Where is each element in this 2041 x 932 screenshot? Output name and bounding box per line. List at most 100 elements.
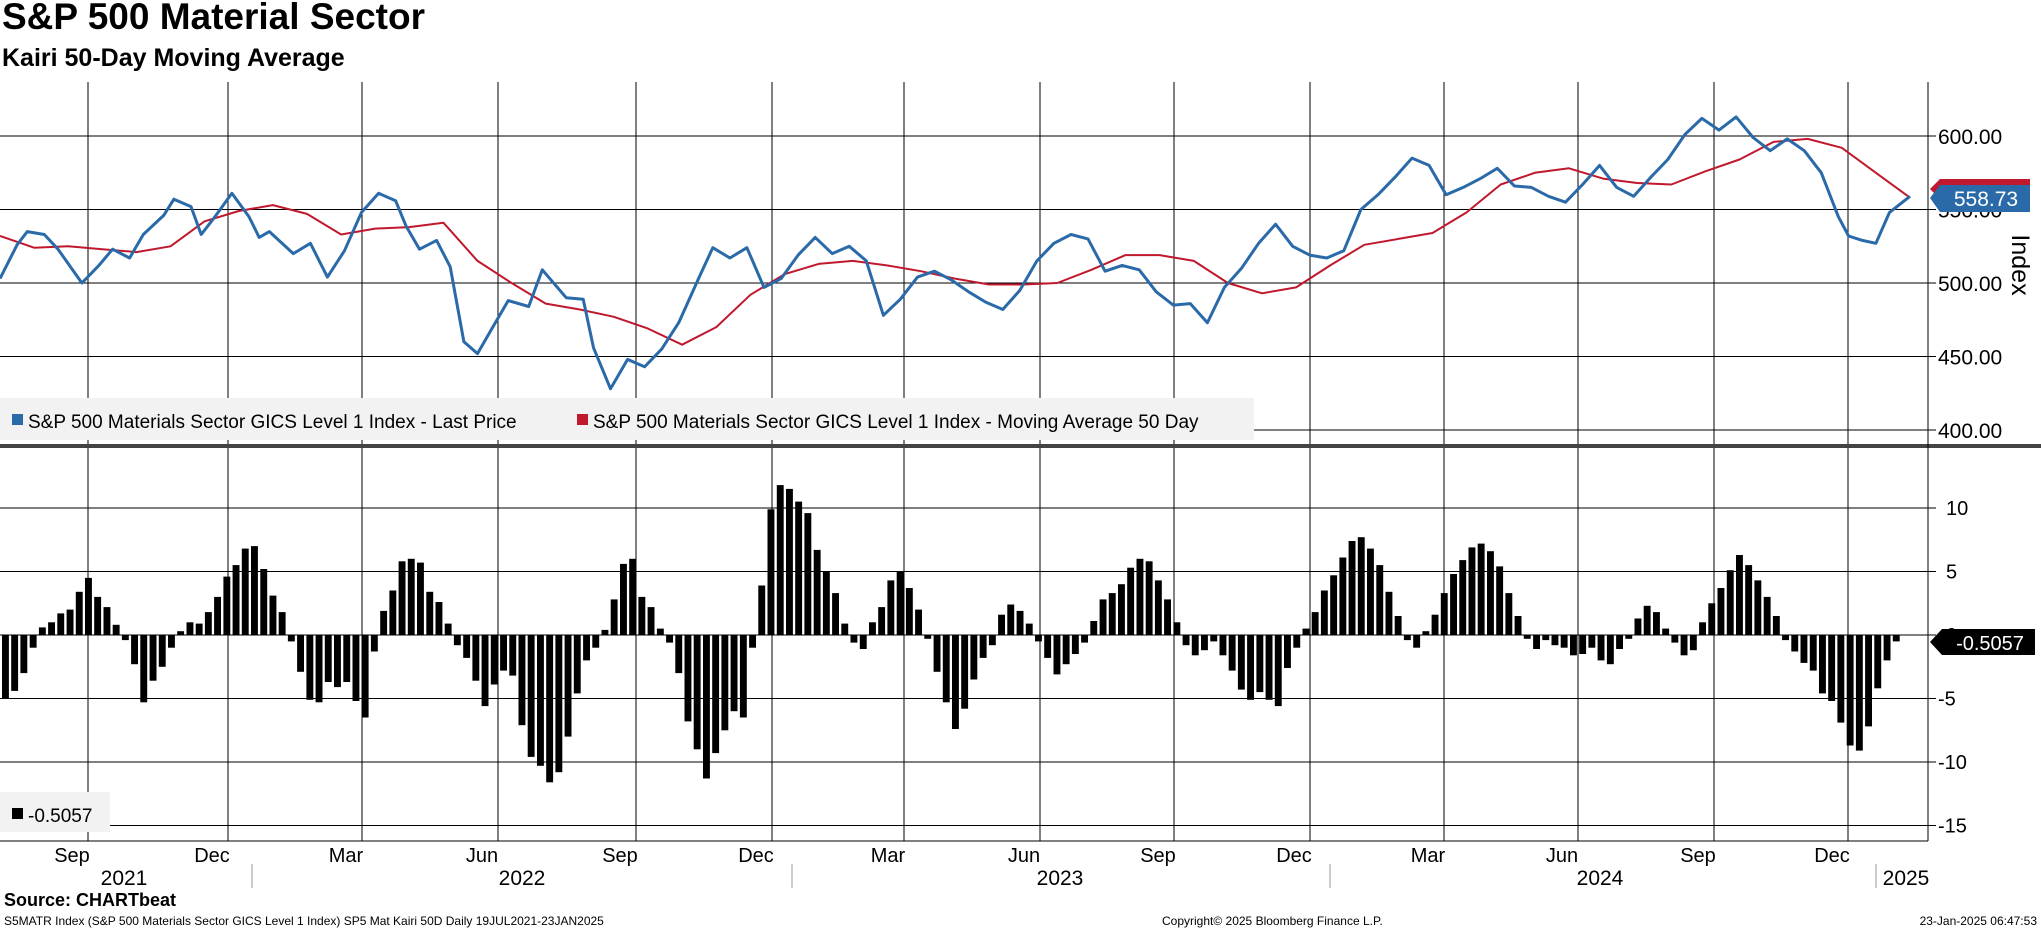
- kairi-bar: [952, 635, 959, 729]
- kairi-bar: [546, 635, 554, 783]
- kairi-bar: [1699, 622, 1706, 635]
- kairi-axis-labels: -15-10-50510: [1938, 498, 1968, 838]
- kairi-bar: [1182, 635, 1190, 646]
- kairi-bar: [961, 635, 969, 709]
- kairi-bar: [850, 635, 858, 643]
- kairi-bar: [1736, 555, 1743, 635]
- kairi-bar: [177, 631, 185, 635]
- kairi-bar: [1855, 635, 1863, 751]
- year-label: 2025: [1883, 867, 1930, 890]
- kairi-bar: [610, 599, 618, 635]
- kairi-bar: [361, 635, 369, 718]
- month-label: Jun: [466, 845, 498, 867]
- kairi-bar: [1431, 614, 1439, 635]
- kairi-bar: [998, 614, 1005, 635]
- kairi-bar: [444, 623, 452, 635]
- kairi-bar: [1071, 635, 1079, 654]
- kairi-bar: [1274, 635, 1282, 707]
- kairi-bar: [1819, 635, 1826, 694]
- kairi-bar: [1044, 635, 1052, 658]
- kairi-bar: [1800, 635, 1808, 663]
- legend-swatch-kairi: [12, 808, 23, 819]
- kairi-bar: [1247, 635, 1254, 700]
- kairi-bar: [94, 596, 102, 635]
- kairi-bar: [490, 635, 498, 685]
- kairi-bar: [1643, 605, 1651, 635]
- kairi-bar: [1496, 566, 1504, 635]
- kairi-last-tag: [1930, 629, 2035, 655]
- kairi-bar: [915, 609, 922, 635]
- kairi-tick-label: -15: [1938, 816, 1967, 838]
- kairi-bar: [1717, 588, 1725, 635]
- kairi-bar: [786, 488, 793, 635]
- kairi-bar: [1653, 612, 1660, 635]
- kairi-bar: [1062, 635, 1070, 665]
- kairi-bar: [822, 571, 830, 635]
- kairi-bar: [675, 635, 683, 674]
- kairi-bar: [103, 607, 111, 635]
- price-panel-gridlines: [0, 135, 1936, 431]
- kairi-bar: [1164, 599, 1171, 635]
- kairi-bar: [1772, 616, 1780, 635]
- kairi-bar: [1708, 603, 1716, 636]
- kairi-bar: [260, 569, 268, 635]
- kairi-last-value: -0.5057: [1956, 633, 2024, 655]
- kairi-bar: [564, 635, 572, 737]
- kairi-bar: [573, 635, 581, 694]
- kairi-bar: [1136, 558, 1144, 635]
- kairi-bar: [813, 549, 821, 635]
- kairi-bar: [426, 591, 434, 635]
- kairi-bar: [1671, 635, 1679, 643]
- kairi-bar: [656, 628, 664, 635]
- month-label: Sep: [54, 845, 90, 867]
- kairi-bar: [1339, 557, 1347, 635]
- kairi-bar: [841, 623, 849, 635]
- kairi-bar: [481, 635, 489, 707]
- kairi-tick-label: 5: [1946, 562, 1957, 584]
- year-labels: 2021 2022 2023 2024 2025: [101, 867, 1930, 890]
- month-label: Sep: [1680, 845, 1716, 867]
- kairi-bar: [1625, 635, 1633, 639]
- kairi-bar: [1883, 635, 1891, 661]
- price-tick-label: 400.00: [1938, 420, 2002, 443]
- y-axis-title: Index: [2006, 234, 2034, 296]
- kairi-bar: [463, 635, 471, 658]
- year-separators: [251, 864, 1877, 888]
- kairi-bar: [66, 609, 74, 635]
- price-tick-label: 500.00: [1938, 273, 2002, 296]
- kairi-bar: [1846, 635, 1854, 746]
- kairi-bar: [1293, 635, 1301, 648]
- kairi-bar: [988, 635, 996, 646]
- footer-timestamp: 23-Jan-2025 06:47:53: [1919, 914, 2037, 928]
- kairi-bar: [887, 580, 895, 635]
- kairi-bar: [666, 635, 673, 643]
- vertical-gridlines: [87, 82, 1849, 841]
- kairi-bar: [1284, 635, 1291, 668]
- price-tick-label: 450.00: [1938, 347, 2002, 370]
- kairi-bar: [1201, 635, 1208, 651]
- kairi-bar: [131, 635, 138, 665]
- kairi-bar: [20, 635, 28, 674]
- kairi-bar: [620, 563, 627, 635]
- kairi-bar: [1459, 560, 1467, 635]
- kairi-bar: [629, 558, 637, 635]
- kairi-bar: [112, 624, 120, 635]
- kairi-bar: [1348, 541, 1356, 635]
- kairi-bar: [795, 501, 803, 635]
- kairi-bar: [933, 635, 941, 672]
- month-label: Dec: [738, 845, 774, 867]
- kairi-bar: [1385, 591, 1393, 635]
- kairi-bar: [251, 546, 258, 635]
- kairi-bar: [168, 635, 175, 648]
- kairi-bar: [398, 561, 406, 635]
- kairi-bar: [767, 509, 775, 635]
- kairi-bar: [555, 635, 563, 773]
- kairi-bar: [647, 607, 655, 635]
- kairi-bar: [518, 635, 526, 726]
- kairi-bar: [970, 635, 978, 680]
- kairi-bar: [1145, 561, 1153, 635]
- kairi-bar: [186, 622, 194, 635]
- kairi-bar: [343, 635, 351, 682]
- kairi-bar: [287, 635, 295, 642]
- kairi-bar: [749, 635, 756, 648]
